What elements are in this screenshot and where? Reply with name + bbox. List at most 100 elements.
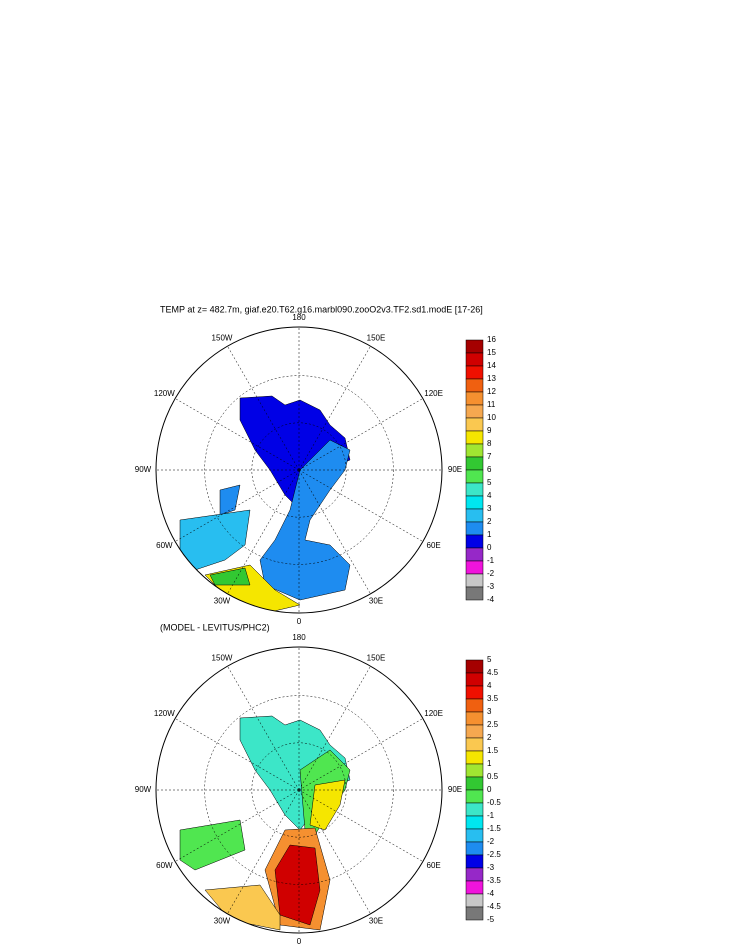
longitude-label: 60E: [427, 861, 441, 870]
colorbar-box: [465, 391, 484, 406]
colorbar-label: 1: [487, 759, 492, 768]
longitude-label: 90E: [448, 785, 462, 794]
map-boundary: [155, 326, 443, 614]
longitude-label: 90E: [448, 465, 462, 474]
longitude-label: 30E: [369, 917, 383, 926]
colorbar-box: [465, 711, 484, 726]
colorbar-label: 9: [487, 426, 492, 435]
colorbar-box: [465, 893, 484, 908]
longitude-label: 0: [297, 617, 302, 626]
colorbar-label: 0.5: [487, 772, 499, 781]
colorbar-label: -3: [487, 863, 495, 872]
colorbar-label: -3.5: [487, 876, 501, 885]
longitude-label: 120W: [154, 389, 175, 398]
colorbar-box: [465, 352, 484, 367]
colorbar-label: -5: [487, 915, 495, 924]
colorbar-box: [465, 508, 484, 523]
map-boundary: [155, 646, 443, 934]
field-region: [179, 819, 246, 871]
map-fields: [156, 647, 442, 933]
longitude-label: 90W: [135, 465, 152, 474]
colorbar-label: -1: [487, 556, 495, 565]
colorbar-box: [465, 815, 484, 830]
colorbar-box: [465, 724, 484, 739]
colorbar-box: [465, 737, 484, 752]
colorbar-box: [465, 482, 484, 497]
latitude-circle: [204, 375, 394, 565]
colorbar-box: [465, 521, 484, 536]
colorbar-label: 14: [487, 361, 496, 370]
colorbar-label: -0.5: [487, 798, 501, 807]
colorbar-box: [465, 534, 484, 549]
colorbar-label: -1: [487, 811, 495, 820]
colorbar-label: 0: [487, 785, 492, 794]
colorbar-box: [465, 659, 484, 674]
longitude-label: 30W: [214, 597, 231, 606]
colorbar-box: [465, 430, 484, 445]
map-panel: (MODEL - LEVITUS/PHC2) 180 150E 120E 90E 60E 3…: [135, 622, 502, 946]
colorbar-box: [465, 417, 484, 432]
colorbar-label: 2: [487, 733, 492, 742]
longitude-label: 30E: [369, 597, 383, 606]
colorbar-label: 4.5: [487, 668, 499, 677]
colorbar-box: [465, 495, 484, 510]
colorbar-label: -2.5: [487, 850, 501, 859]
map-fields: [156, 327, 442, 613]
colorbar-label: 12: [487, 387, 496, 396]
colorbar-label: -4: [487, 595, 495, 604]
colorbar-label: 4: [487, 681, 492, 690]
colorbar-box: [465, 841, 484, 856]
colorbar-box: [465, 789, 484, 804]
longitude-label: 30W: [214, 917, 231, 926]
colorbar-box: [465, 672, 484, 687]
colorbar-box: [465, 828, 484, 843]
field-region: [209, 567, 251, 586]
colorbar-label: 6: [487, 465, 492, 474]
longitude-label: 180: [292, 633, 306, 642]
colorbar-label: -4.5: [487, 902, 501, 911]
colorbar-label: 3: [487, 707, 492, 716]
colorbar-box: [465, 339, 484, 354]
longitude-label: 60E: [427, 541, 441, 550]
field-region: [179, 509, 251, 571]
field-region: [274, 844, 321, 926]
colorbar-box: [465, 750, 484, 765]
colorbar-label: -4: [487, 889, 495, 898]
latitude-circle: [251, 422, 347, 518]
colorbar-box: [465, 685, 484, 700]
colorbar-label: 10: [487, 413, 496, 422]
longitude-label: 150E: [367, 653, 386, 662]
colorbar-box: [465, 378, 484, 393]
colorbar-box: [465, 698, 484, 713]
colorbar-box: [465, 776, 484, 791]
colorbar-box: [465, 880, 484, 895]
colorbar-label: 5: [487, 478, 492, 487]
figure-title: TEMP at z= 482.7m, giaf.e20.T62.g16.marb…: [160, 304, 483, 314]
colorbar-label: 0: [487, 543, 492, 552]
colorbar-label: 15: [487, 348, 496, 357]
colorbar-label: 16: [487, 335, 496, 344]
colorbar-label: 1.5: [487, 746, 499, 755]
colorbar-box: [465, 547, 484, 562]
longitude-label: 150W: [212, 653, 233, 662]
colorbar-box: [465, 469, 484, 484]
colorbar-label: 11: [487, 400, 496, 409]
colorbar-box: [465, 365, 484, 380]
colorbar-box: [465, 906, 484, 921]
colorbar-label: 5: [487, 655, 492, 664]
longitude-label: 150W: [212, 333, 233, 342]
latitude-circle: [204, 695, 394, 885]
colorbar-box: [465, 443, 484, 458]
latitude-circle: [251, 742, 347, 838]
colorbar-label: 2: [487, 517, 492, 526]
colorbar-box: [465, 763, 484, 778]
longitude-label: 120W: [154, 709, 175, 718]
colorbar-label: -2: [487, 837, 495, 846]
colorbar-label: 8: [487, 439, 492, 448]
colorbar-box: [465, 456, 484, 471]
colorbar-label: -2: [487, 569, 495, 578]
colorbar-box: [465, 867, 484, 882]
colorbar-box: [465, 560, 484, 575]
